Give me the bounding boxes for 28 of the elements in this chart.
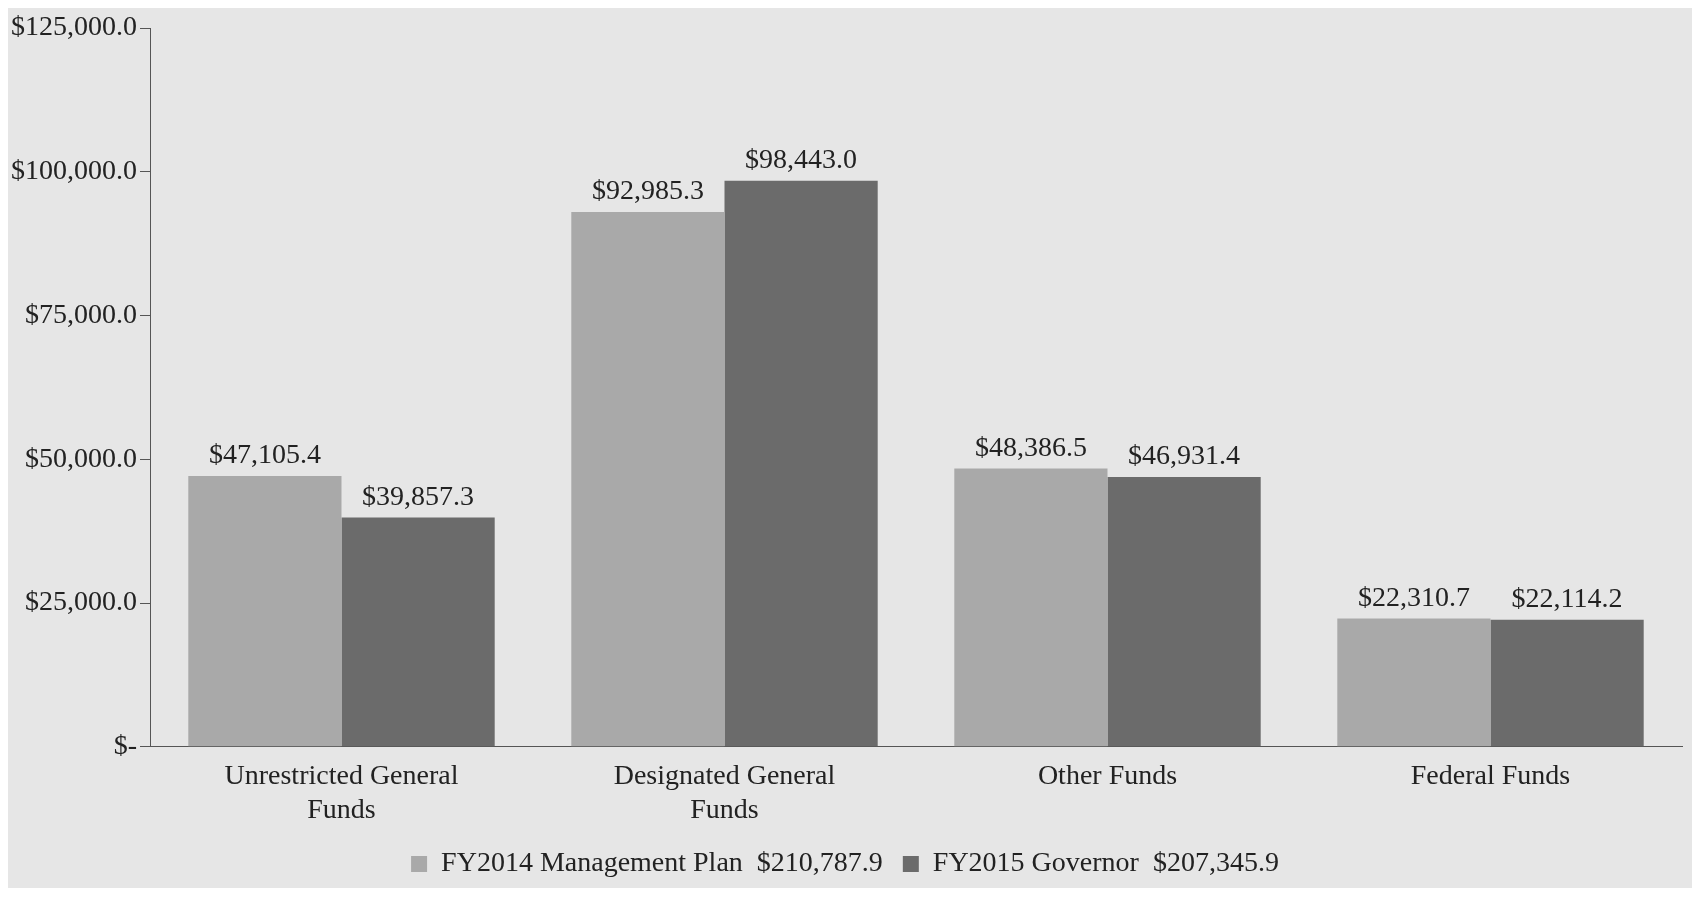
data-label: $48,386.5 bbox=[974, 430, 1087, 462]
x-tick-label: Federal Funds bbox=[1410, 758, 1571, 790]
x-tick-label: Unrestricted General Funds bbox=[224, 758, 459, 824]
bar bbox=[954, 468, 1108, 747]
data-label: $92,985.3 bbox=[591, 174, 704, 206]
legend-label: FY2014 Management Plan $210,787.9 bbox=[441, 846, 883, 878]
data-label: $46,931.4 bbox=[1128, 439, 1241, 471]
data-label: $39,857.3 bbox=[362, 479, 475, 511]
bar bbox=[188, 475, 342, 747]
y-tick-label: $75,000.0 bbox=[25, 297, 137, 329]
bar bbox=[1107, 476, 1261, 747]
y-tick-label: $- bbox=[113, 729, 137, 761]
legend-label: FY2015 Governor $207,345.9 bbox=[932, 846, 1279, 878]
x-tick-label: Designated General Funds bbox=[613, 758, 836, 824]
data-label: $22,310.7 bbox=[1357, 580, 1470, 612]
bar bbox=[1337, 618, 1491, 747]
y-tick-label: $125,000.0 bbox=[11, 10, 137, 42]
bar bbox=[571, 212, 725, 747]
data-label: $98,443.0 bbox=[745, 143, 858, 175]
bar bbox=[341, 517, 495, 747]
bar bbox=[1490, 619, 1644, 747]
bar bbox=[724, 180, 878, 747]
y-tick-label: $50,000.0 bbox=[25, 441, 137, 473]
x-tick-label: Other Funds bbox=[1037, 758, 1178, 790]
data-label: $47,105.4 bbox=[208, 438, 321, 470]
data-label: $22,114.2 bbox=[1511, 581, 1623, 613]
y-tick-label: $25,000.0 bbox=[25, 585, 137, 617]
y-tick-label: $100,000.0 bbox=[11, 154, 137, 186]
